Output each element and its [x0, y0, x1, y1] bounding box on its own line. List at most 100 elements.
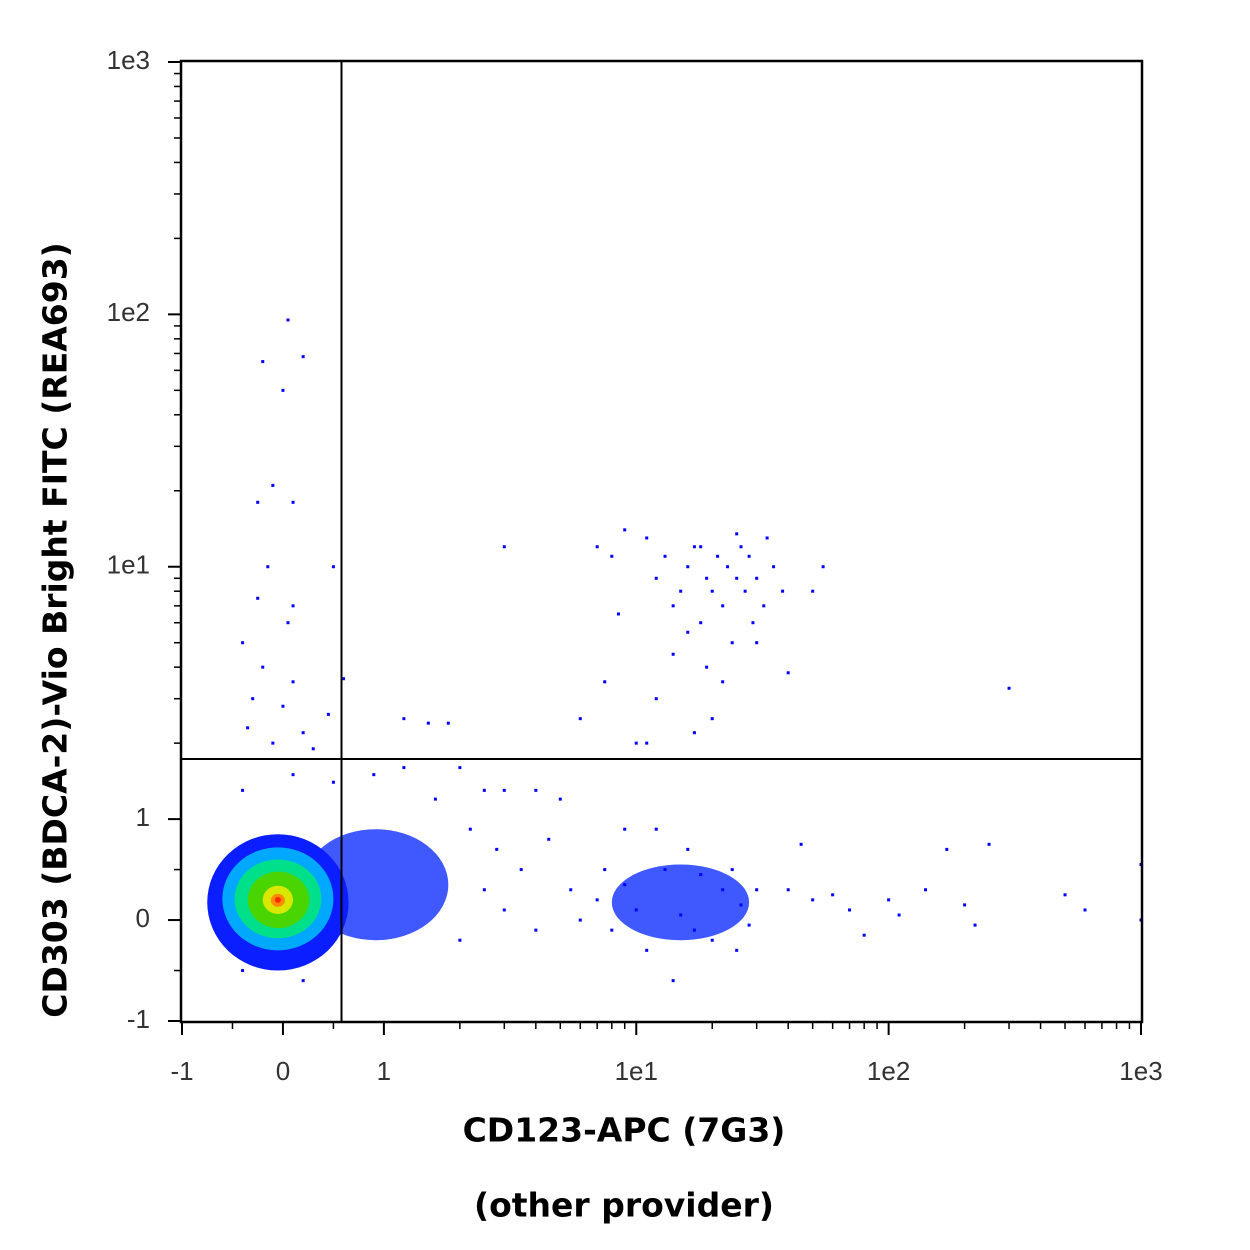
point — [246, 726, 250, 730]
point — [634, 908, 638, 912]
point — [610, 554, 614, 558]
point — [446, 721, 450, 725]
point — [987, 842, 991, 846]
point — [261, 665, 265, 669]
point — [692, 928, 696, 932]
point — [887, 898, 891, 902]
plot-frame — [179, 59, 1144, 1024]
point — [963, 903, 967, 907]
point — [286, 621, 290, 625]
point — [755, 888, 759, 892]
point — [286, 318, 290, 322]
point — [945, 847, 949, 851]
point — [402, 766, 406, 770]
point — [331, 780, 335, 784]
point — [1063, 893, 1067, 897]
point — [502, 788, 506, 792]
point — [623, 528, 627, 532]
density-layer — [274, 896, 281, 903]
point — [271, 483, 275, 487]
point — [735, 532, 739, 536]
point — [281, 704, 285, 708]
point — [291, 500, 295, 504]
point — [811, 898, 815, 902]
y-axis-title: CD303 (BDCA-2)-Vio Bright FITC (REA693) — [36, 242, 75, 1018]
point — [781, 589, 785, 593]
point — [547, 837, 551, 841]
point — [610, 928, 614, 932]
point — [699, 621, 703, 625]
point — [663, 868, 667, 872]
point — [705, 576, 709, 580]
point — [710, 589, 714, 593]
point — [634, 741, 638, 745]
point — [468, 827, 472, 831]
point — [786, 888, 790, 892]
y-tick-label: 1 — [136, 802, 150, 832]
point — [730, 868, 734, 872]
point — [973, 923, 977, 927]
point — [755, 576, 759, 580]
point — [762, 604, 766, 608]
point — [739, 903, 743, 907]
point — [311, 747, 315, 751]
point — [716, 554, 720, 558]
point — [645, 536, 649, 540]
point — [743, 589, 747, 593]
point — [699, 545, 703, 549]
point — [595, 545, 599, 549]
point — [291, 604, 295, 608]
point — [331, 565, 335, 569]
point — [751, 621, 755, 625]
point — [645, 741, 649, 745]
x-axis-title: CD123-APC (7G3) — [463, 1111, 786, 1150]
point — [616, 612, 620, 616]
x-axis-subtitle: (other provider) — [474, 1186, 774, 1225]
point — [241, 788, 245, 792]
point — [897, 913, 901, 917]
point — [251, 697, 255, 701]
point — [654, 827, 658, 831]
point — [862, 933, 866, 937]
point — [402, 717, 406, 721]
point — [924, 888, 928, 892]
point — [821, 565, 825, 569]
point — [291, 680, 295, 684]
point — [502, 908, 506, 912]
point — [458, 938, 462, 942]
density-layer — [611, 864, 750, 941]
point — [534, 788, 538, 792]
point — [730, 641, 734, 645]
point — [458, 766, 462, 770]
point — [686, 565, 690, 569]
point — [848, 908, 852, 912]
point — [799, 842, 803, 846]
point — [256, 500, 260, 504]
point — [578, 717, 582, 721]
point — [721, 888, 725, 892]
point — [301, 731, 305, 735]
point — [482, 788, 486, 792]
point — [342, 677, 346, 681]
point — [241, 969, 245, 973]
point — [433, 797, 437, 801]
point — [705, 665, 709, 669]
point — [747, 923, 751, 927]
point — [692, 545, 696, 549]
point — [256, 596, 260, 600]
point — [686, 630, 690, 634]
point — [654, 576, 658, 580]
y-tick-label: -1 — [127, 1004, 150, 1034]
point — [595, 898, 599, 902]
point — [735, 948, 739, 952]
point — [671, 979, 675, 983]
point — [772, 565, 776, 569]
point — [266, 565, 270, 569]
point — [241, 641, 245, 645]
point — [271, 741, 275, 745]
y-tick-label: 1e2 — [107, 297, 150, 327]
point — [755, 641, 759, 645]
point — [603, 680, 607, 684]
